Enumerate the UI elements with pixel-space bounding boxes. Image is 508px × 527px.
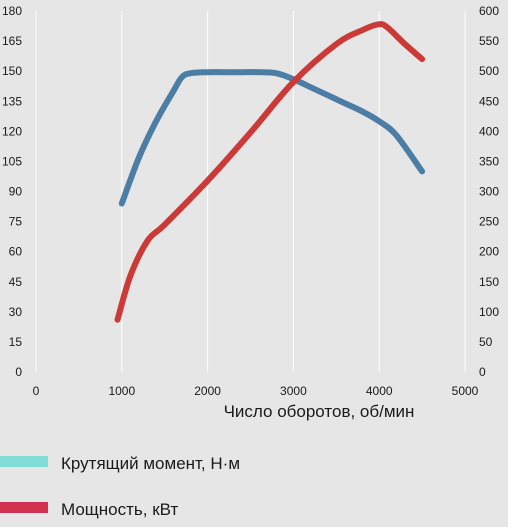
legend-label-power: Мощность, кВт	[61, 500, 179, 519]
y-right-tick-label: 300	[479, 185, 499, 199]
y-left-tick-label: 165	[2, 34, 22, 48]
legend-swatch-power	[0, 502, 48, 513]
series-lines	[114, 21, 426, 323]
y-right-tick-label: 50	[479, 335, 493, 349]
y-left-tick-label: 135	[2, 94, 22, 108]
y-left-tick-label: 105	[2, 154, 22, 168]
y-right-tick-label: 400	[479, 124, 499, 138]
x-tick-label: 2000	[194, 384, 221, 398]
y-right-tick-label: 200	[479, 245, 499, 259]
y-right-tick-label: 250	[479, 215, 499, 229]
tick-labels: 0 15 30 45 60 75 90 105 120 135 150 165 180 0 50 100 150…	[2, 4, 499, 398]
x-axis-title: Число оборотов, об/мин	[224, 402, 415, 421]
x-tick-label: 1000	[108, 384, 135, 398]
y-left-tick-label: 90	[9, 185, 23, 199]
legend-label-torque: Крутящий момент, Н·м	[61, 454, 241, 473]
y-left-tick-label: 30	[9, 305, 23, 319]
y-left-tick-label: 180	[2, 4, 22, 18]
x-tick-label: 5000	[452, 384, 479, 398]
y-left-tick-label: 150	[2, 64, 22, 78]
y-right-tick-label: 500	[479, 64, 499, 78]
x-tick-label: 4000	[366, 384, 393, 398]
y-right-tick-label: 150	[479, 275, 499, 289]
y-left-tick-label: 45	[9, 275, 23, 289]
torque-line	[118, 69, 426, 207]
y-left-tick-label: 120	[2, 124, 22, 138]
y-left-tick-label: 0	[15, 365, 22, 379]
legend-item-torque: Крутящий момент, Н·м	[0, 451, 508, 481]
y-left-tick-label: 75	[9, 215, 23, 229]
legend-item-power: Мощность, кВт	[0, 497, 508, 527]
y-right-tick-label: 550	[479, 34, 499, 48]
y-right-tick-label: 0	[479, 365, 486, 379]
gridlines	[35, 11, 466, 372]
y-left-tick-label: 15	[9, 335, 23, 349]
y-left-tick-label: 60	[9, 245, 23, 259]
power-line	[114, 21, 426, 323]
x-tick-label: 0	[33, 384, 40, 398]
legend-swatch-torque	[0, 456, 48, 467]
y-right-tick-label: 100	[479, 305, 499, 319]
y-right-tick-label: 450	[479, 94, 499, 108]
x-tick-label: 3000	[280, 384, 307, 398]
y-right-tick-label: 350	[479, 154, 499, 168]
y-right-tick-label: 600	[479, 4, 499, 18]
